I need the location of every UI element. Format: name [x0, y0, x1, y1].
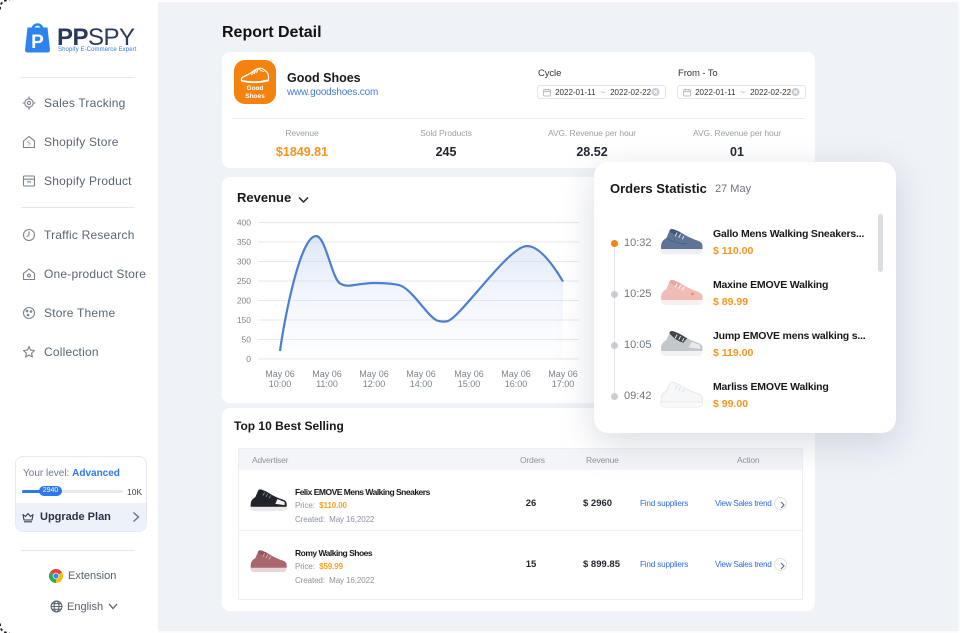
svg-text:200: 200: [237, 296, 251, 306]
svg-text:P: P: [31, 32, 44, 53]
svg-text:400: 400: [237, 218, 251, 228]
svg-text:350: 350: [237, 237, 251, 247]
svg-text:150: 150: [237, 315, 251, 325]
svg-text:50: 50: [242, 335, 252, 345]
svg-text:S: S: [27, 140, 31, 148]
svg-text:250: 250: [237, 276, 251, 286]
svg-text:300: 300: [237, 257, 251, 267]
svg-text:0: 0: [246, 354, 251, 364]
